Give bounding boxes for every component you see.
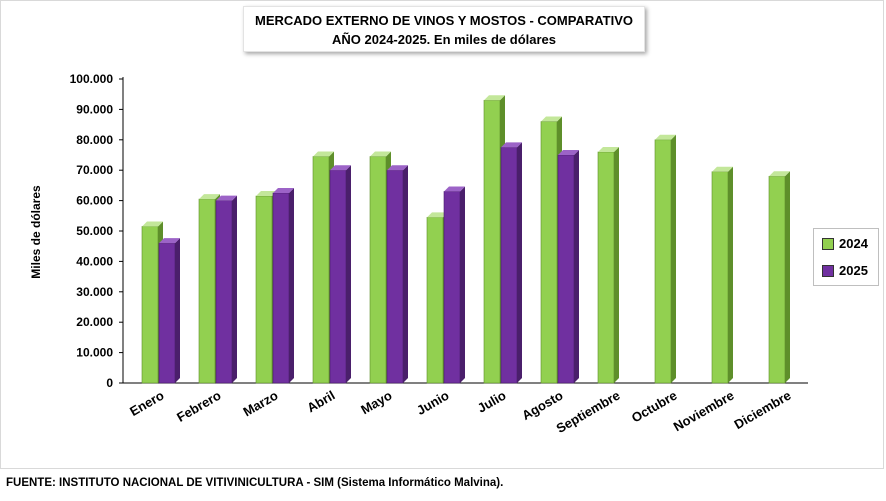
x-tick-label: Junio: [414, 388, 452, 418]
chart-title: MERCADO EXTERNO DE VINOS Y MOSTOS - COMP…: [243, 6, 645, 52]
legend-label-2025: 2025: [839, 263, 868, 278]
chart-plot: 0 10.000 20.000 30.000 40.000 50.000 60.000 70.…: [29, 72, 808, 436]
legend-swatch-2025: [822, 264, 834, 277]
legend-swatch-2024: [822, 237, 834, 250]
chart-title-line-1: MERCADO EXTERNO DE VINOS Y MOSTOS - COMP…: [254, 13, 633, 28]
x-tick-label: Julio: [475, 388, 509, 416]
x-tick-label: Noviembre: [671, 388, 737, 435]
bar-2024-noviembre: [711, 166, 733, 384]
source-note: FUENTE: INSTITUTO NACIONAL DE VITIVINICU…: [6, 477, 504, 489]
y-tick-label: 40.000: [76, 254, 113, 268]
bar-2025-junio: [443, 186, 465, 384]
x-tick-label: Septiembre: [554, 388, 623, 436]
bar-2025-marzo: [272, 188, 294, 384]
chart-title-line-2: AÑO 2024-2025. En miles de dólares: [332, 32, 556, 47]
y-tick-label: 0: [106, 376, 113, 390]
bar-2025-agosto: [557, 150, 579, 384]
bar-2025-enero: [158, 238, 180, 384]
x-tick-label: Mayo: [358, 388, 394, 418]
x-tick-label: Marzo: [240, 388, 280, 420]
legend-item-2025: 2025: [822, 263, 868, 278]
x-tick-label: Febrero: [174, 388, 223, 425]
legend-label-2024: 2024: [839, 236, 868, 251]
chart-legend: 2024 2025: [813, 228, 879, 286]
x-tick-label: Enero: [127, 388, 166, 419]
bar-2025-mayo: [386, 165, 408, 384]
bar-2024-septiembre: [597, 146, 619, 384]
y-tick-label: 60.000: [76, 194, 113, 208]
x-tick-label: Diciembre: [732, 388, 794, 432]
y-tick-label: 80.000: [76, 133, 113, 147]
y-tick-label: 70.000: [76, 163, 113, 177]
y-axis-title: Miles de dólares: [29, 185, 43, 279]
y-tick-label: 30.000: [76, 285, 113, 299]
y-tick-label: 20.000: [76, 315, 113, 329]
bar-2025-febrero: [215, 195, 237, 384]
bar-2024-octubre: [654, 134, 676, 384]
y-tick-label: 90.000: [76, 102, 113, 116]
bar-2024-diciembre: [768, 171, 790, 384]
y-tick-label: 50.000: [76, 224, 113, 238]
x-tick-label: Abril: [304, 388, 337, 416]
legend-item-2024: 2024: [822, 236, 868, 251]
y-tick-label: 10.000: [76, 346, 113, 360]
y-tick-label: 100.000: [70, 72, 114, 86]
bar-2025-julio: [500, 142, 522, 384]
bar-2025-abril: [329, 165, 351, 384]
x-tick-label: Agosto: [519, 388, 565, 423]
